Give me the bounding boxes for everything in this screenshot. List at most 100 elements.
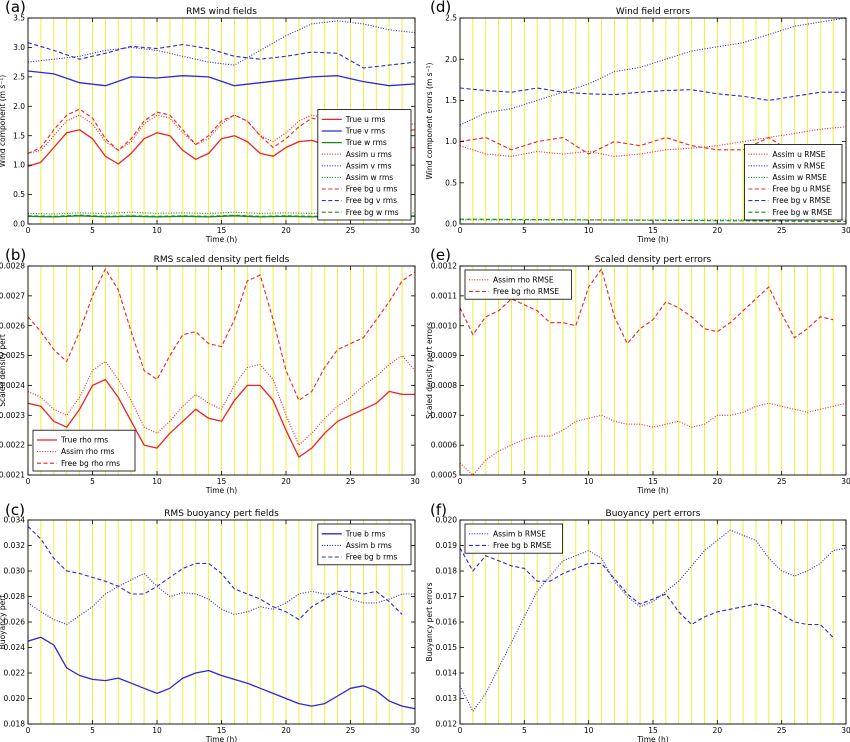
x-tick-label: 25 xyxy=(777,726,787,735)
series-group xyxy=(28,268,415,458)
x-tick-label: 25 xyxy=(346,477,356,486)
x-tick-label: 30 xyxy=(841,726,850,735)
x-tick-label: 0 xyxy=(458,226,463,235)
y-tick-label: 0.5 xyxy=(445,178,457,187)
y-tick-label: 0.0006 xyxy=(431,441,457,450)
x-tick-label: 0 xyxy=(26,226,31,235)
y-tick-label: 1.0 xyxy=(445,137,457,146)
x-tick-label: 5 xyxy=(90,477,95,486)
x-tick-label: 15 xyxy=(217,477,227,486)
x-tick-label: 30 xyxy=(410,226,420,235)
x-tick-label: 20 xyxy=(281,477,291,486)
x-tick-label: 30 xyxy=(841,477,850,486)
y-tick-label: 0.0011 xyxy=(431,291,457,300)
x-tick-label: 25 xyxy=(777,226,787,235)
legend-box xyxy=(464,269,572,300)
y-tick-label: 0.0024 xyxy=(0,381,25,390)
legend-label: Assim b RMSE xyxy=(493,529,546,538)
legend-label: Free bg u rms xyxy=(346,185,398,194)
series-line-true-rho-rms xyxy=(28,378,415,458)
series-group xyxy=(460,268,846,475)
y-tick-label: 0.0010 xyxy=(431,321,457,330)
series-line-assim-v-rms xyxy=(28,20,415,66)
chart-title: Buoyancy pert errors xyxy=(606,509,701,519)
legend: Assim u RMSE Assim v RMSE Assim w RMSE Free… xyxy=(744,143,843,221)
x-tick-label: 15 xyxy=(648,226,658,235)
legend-label: Free bg v RMSE xyxy=(772,196,830,205)
series-line-assim-v-rmse xyxy=(460,18,846,126)
y-tick-label: 0.026 xyxy=(4,618,26,627)
legend-label: True rho rms xyxy=(60,436,108,445)
x-axis-label: Time (h) xyxy=(205,486,237,495)
y-tick-label: 0.012 xyxy=(436,720,458,729)
legend-box xyxy=(317,109,412,221)
x-tick-label: 10 xyxy=(584,226,594,235)
y-tick-label: 1.0 xyxy=(13,161,25,170)
x-tick-label: 15 xyxy=(217,726,227,735)
x-tick-label: 5 xyxy=(90,226,95,235)
y-tick-label: 0.0012 xyxy=(431,262,457,271)
y-axis-label: Scaled density pert errors xyxy=(425,322,434,419)
legend-label: Assim b rms xyxy=(346,541,392,550)
chart-panel-d: 0 5 10 15 20 25 30 0.0 0.5 1.0 1.5 2.0 2.5 Wind field… xyxy=(425,0,850,244)
legend-label: Free bg v rms xyxy=(346,196,397,205)
x-axis-label: Time (h) xyxy=(205,735,237,742)
chart-title: Scaled density pert errors xyxy=(595,255,712,265)
legend-label: Assim v RMSE xyxy=(772,161,825,170)
legend: Assim b RMSE Free bg b RMSE xyxy=(464,523,563,554)
x-axis-label: Time (h) xyxy=(636,235,668,244)
legend-box xyxy=(744,143,843,221)
legend-label: Assim rho RMSE xyxy=(493,275,554,284)
legend-label: Assim v rms xyxy=(346,161,392,170)
chart-panel-e: 0 5 10 15 20 25 30 0.0005 0.0006 0.0007 0.0008 0.00… xyxy=(425,246,850,495)
x-tick-label: 5 xyxy=(522,726,527,735)
series-line-assim-u-rmse xyxy=(460,126,846,157)
y-tick-label: 0.0028 xyxy=(0,262,25,271)
legend-label: Assim w rms xyxy=(346,173,393,182)
y-tick-label: 0.0005 xyxy=(431,471,457,480)
series-line-free-bg-v-rms xyxy=(28,42,415,69)
y-tick-label: 0.018 xyxy=(436,567,458,576)
series-line-free-bg-rho-rmse xyxy=(460,268,834,345)
x-tick-label: 15 xyxy=(648,726,658,735)
x-axis-label: Time (h) xyxy=(205,235,237,244)
panel-label: (e) xyxy=(430,246,451,264)
panel-label: (a) xyxy=(5,0,26,16)
legend-label: True w rms xyxy=(345,138,387,147)
x-tick-label: 0 xyxy=(26,477,31,486)
x-tick-label: 5 xyxy=(90,726,95,735)
y-tick-label: 0.032 xyxy=(4,541,26,550)
y-tick-label: 0.013 xyxy=(436,694,458,703)
x-tick-label: 5 xyxy=(522,226,527,235)
y-axis-label: Wind component (m s⁻¹) xyxy=(0,75,7,168)
x-tick-label: 20 xyxy=(281,226,291,235)
legend-label: True v rms xyxy=(345,127,385,136)
series-line-assim-rho-rms xyxy=(28,355,415,446)
y-tick-label: 1.5 xyxy=(13,131,25,140)
x-tick-label: 20 xyxy=(713,726,723,735)
y-tick-label: 2.5 xyxy=(13,72,25,81)
y-tick-label: 0.0025 xyxy=(0,351,25,360)
legend-box xyxy=(464,523,563,554)
x-tick-label: 10 xyxy=(584,477,594,486)
y-tick-label: 0.0008 xyxy=(431,381,457,390)
y-axis-label: Scaled density pert xyxy=(0,334,7,407)
x-tick-label: 10 xyxy=(584,726,594,735)
panel-label: (d) xyxy=(430,0,451,16)
legend-box xyxy=(32,429,136,472)
y-tick-label: 0.018 xyxy=(4,720,26,729)
y-tick-label: 0.5 xyxy=(13,190,25,199)
y-tick-label: 3.5 xyxy=(13,14,25,23)
x-axis-label: Time (h) xyxy=(636,486,668,495)
legend-label: Free bg rho rms xyxy=(61,459,120,468)
legend-label: Free bg w RMSE xyxy=(772,208,832,217)
panel-label: (c) xyxy=(5,501,25,519)
series-line-true-b-rms xyxy=(28,636,415,710)
legend: Assim rho RMSE Free bg rho RMSE xyxy=(464,269,572,300)
y-tick-label: 0.030 xyxy=(4,567,26,576)
y-tick-label: 0.028 xyxy=(4,592,26,601)
y-tick-label: 0.0007 xyxy=(431,411,457,420)
y-tick-label: 0.015 xyxy=(436,643,458,652)
series-line-true-v-rms xyxy=(28,70,415,87)
chart-panel-f: 0 5 10 15 20 25 30 0.012 0.013 0.014 0.015 0.016 0.0… xyxy=(425,501,850,742)
